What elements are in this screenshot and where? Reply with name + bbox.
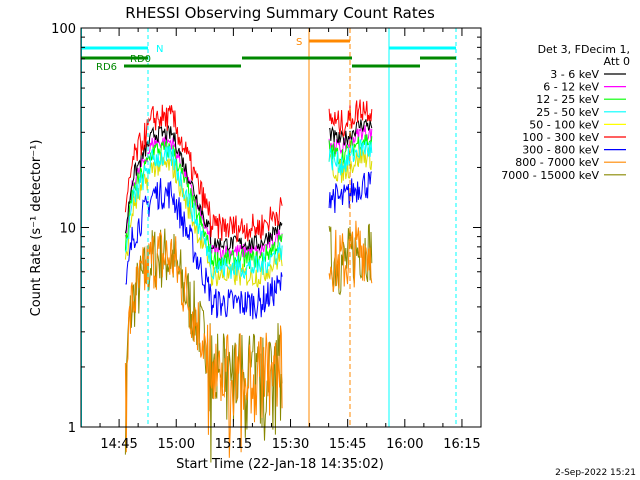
flag-label-s: S (296, 37, 302, 48)
legend-entry-label: 7000 - 15000 keV (501, 169, 599, 182)
series-trace-1 (124, 125, 373, 262)
x-axis-label: Start Time (22-Jan-18 14:35:02) (176, 457, 384, 472)
chart-title: RHESSI Observing Summary Count Rates (125, 4, 435, 22)
legend-entry-label: 50 - 100 keV (529, 118, 599, 131)
legend-header-line: Att 0 (604, 55, 630, 68)
plot-frame (80, 27, 482, 428)
legend-entry-label: 12 - 25 keV (536, 93, 599, 106)
legend-entry-label: 3 - 6 keV (550, 68, 599, 81)
data-layer (124, 99, 373, 463)
y-tick-label: 10 (59, 222, 76, 237)
flag-label-rd6: RD6 (96, 62, 117, 73)
legend-entry-label: 300 - 800 keV (522, 144, 599, 157)
series-trace-5 (124, 99, 373, 243)
y-tick-label: 100 (51, 22, 76, 37)
y-axis-label: Count Rate (s⁻¹ detector⁻¹) (29, 140, 44, 317)
legend-entry-label: 100 - 300 keV (522, 131, 599, 144)
axis-layer: 14:45 15:00 15:15 15:30 15:45 16:00 16:15 1 10 10… (51, 22, 481, 452)
x-tick-label: 15:15 (215, 437, 252, 452)
series-trace-2 (124, 134, 373, 271)
x-tick-label: 15:45 (329, 437, 366, 452)
legend-entry-label: 6 - 12 keV (543, 81, 599, 94)
x-tick-label: 16:15 (443, 437, 480, 452)
legend-entry-label: 800 - 7000 keV (515, 156, 599, 169)
y-tick-label: 1 (68, 421, 76, 436)
x-tick-label: 14:45 (100, 437, 137, 452)
footer-date: 2-Sep-2022 15:21 (555, 468, 636, 478)
series-trace-3 (124, 139, 373, 280)
legend-header-line: Det 3, FDecim 1, (538, 43, 630, 56)
series-trace-6 (125, 171, 373, 320)
x-tick-label: 15:30 (272, 437, 309, 452)
x-tick-label: 15:00 (158, 437, 195, 452)
flag-label-n: N (156, 44, 163, 55)
legend-entry-label: 25 - 50 keV (536, 106, 599, 119)
x-tick-label: 16:00 (386, 437, 423, 452)
flag-label-rd0: RD0 (130, 54, 151, 65)
